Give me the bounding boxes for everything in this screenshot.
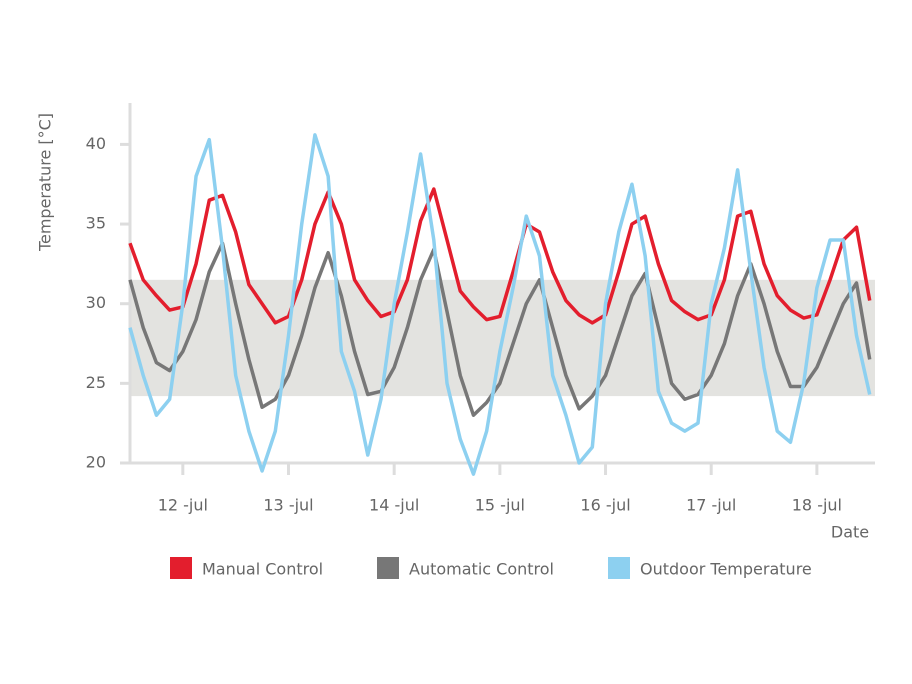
legend-swatch — [608, 557, 630, 579]
legend-label: Automatic Control — [409, 560, 554, 579]
series-line — [128, 241, 872, 417]
x-tick-label: 13 -jul — [263, 496, 313, 515]
y-tick-label: 35 — [86, 214, 106, 233]
x-tick-label: 16 -jul — [580, 496, 630, 515]
legend-swatch — [170, 557, 192, 579]
y-tick-label: 30 — [86, 293, 106, 312]
series-line — [128, 133, 872, 476]
y-tick-label: 20 — [86, 453, 106, 472]
y-tick-label: 40 — [86, 134, 106, 153]
x-tick-label: 18 -jul — [792, 496, 842, 515]
x-axis-label: Date — [831, 523, 869, 542]
x-tick-label: 14 -jul — [369, 496, 419, 515]
legend-swatch — [377, 557, 399, 579]
x-tick-label: 17 -jul — [686, 496, 736, 515]
x-tick-label: 12 -jul — [158, 496, 208, 515]
series-line — [128, 187, 872, 325]
y-tick-label: 25 — [86, 373, 106, 392]
y-axis-label: Temperature [°C] — [36, 113, 55, 252]
x-tick-label: 15 -jul — [475, 496, 525, 515]
legend-label: Outdoor Temperature — [640, 560, 812, 579]
legend-label: Manual Control — [202, 560, 323, 579]
